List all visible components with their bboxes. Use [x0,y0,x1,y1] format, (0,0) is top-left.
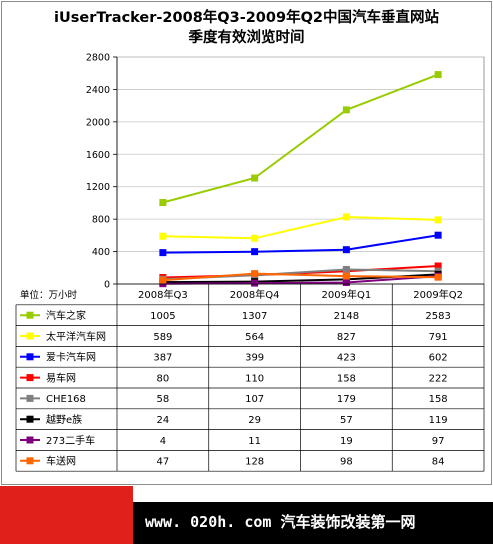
y-tick-label: 2400 [86,85,110,96]
y-tick-label: 2000 [86,117,110,128]
y-tick-label: 1200 [86,182,110,193]
footer-red-block [0,486,133,544]
footer-banner [133,502,493,544]
table-cell-value: 2148 [334,311,359,322]
legend-key-marker [26,311,34,319]
legend-key-marker [26,457,34,465]
y-tick-label: 2800 [86,53,110,64]
unit-label: 单位：万小时 [20,289,78,301]
x-tick-label: 2008年Q4 [230,288,280,301]
data-point [342,272,350,280]
series-line [162,234,439,254]
legend-key-marker [26,374,34,382]
chart-title: iUserTracker-2008年Q3-2009年Q2中国汽车垂直网站 季度有… [0,8,493,48]
data-point [342,213,350,221]
y-tick-label: 800 [92,215,110,226]
data-point [251,174,259,182]
table-cell-value: 4 [160,436,166,447]
table-cell-value: 179 [337,394,356,405]
table-cell-value: 222 [429,373,448,384]
table-cell-value: 1005 [150,311,175,322]
table-cell-value: 84 [432,457,445,468]
table-cell-value: 791 [429,332,448,343]
data-point [434,273,442,281]
table-cell-value: 423 [337,353,356,364]
table-cell-value: 2583 [425,311,450,322]
data-point [342,265,350,273]
table-cell-value: 98 [340,457,353,468]
axes: 0 400 800 1200 1600 2000 2400 2800 [86,53,118,291]
table-cell-value: 80 [157,373,170,384]
data-point [434,262,442,270]
table-cell-value: 11 [248,436,261,447]
chart-title-line2: 季度有效浏览时间 [188,30,305,46]
table-cell-value: 47 [157,457,170,468]
table-cell-value: 119 [429,415,448,426]
series-name: 爱卡汽车网 [46,351,96,364]
table-cell-value: 564 [245,332,264,343]
y-tick-label: 400 [92,247,110,258]
data-point [342,246,350,254]
x-tick-label: 2009年Q2 [413,288,463,301]
series-name: 车送网 [46,455,76,468]
series-name: CHE168 [46,394,86,405]
table-cell-value: 158 [429,394,448,405]
table-cell-value: 399 [245,353,264,364]
series-name: 汽车之家 [46,309,86,322]
series-name: 太平洋汽车网 [46,330,106,343]
series-name: 273二手车 [46,434,95,447]
series-line [162,215,439,240]
legend-key-marker [26,436,34,444]
table-cell-value: 589 [153,332,172,343]
data-point [342,106,350,114]
data-point [342,278,350,286]
y-tick-label: 0 [104,280,110,291]
series-line [162,272,439,282]
table-cell-value: 19 [340,436,353,447]
table-cell-value: 602 [429,353,448,364]
legend-key-marker [26,332,34,340]
data-point [159,276,167,284]
data-point [434,216,442,224]
data-table: 单位：万小时 2008年Q3 2008年Q4 2009年Q1 2009年Q2 汽车之家 10… [15,283,485,472]
data-point [251,279,259,287]
gridlines [116,56,485,285]
y-tick-label: 1600 [86,150,110,161]
series-line [162,275,439,285]
table-cell-value: 110 [245,373,264,384]
series-line [162,73,439,204]
data-point [159,199,167,207]
series-name: 越野e族 [46,413,82,426]
table-cell-value: 128 [245,457,264,468]
data-point [251,248,259,256]
line-chart: 0 400 800 1200 1600 2000 2400 2800 单位：万小时 2008年Q… [15,53,485,472]
chart-title-line1: iUserTracker-2008年Q3-2009年Q2中国汽车垂直网站 [53,10,439,26]
x-tick-label: 2009年Q1 [322,288,372,301]
legend-key-marker [26,353,34,361]
table-cell-value: 24 [157,415,170,426]
data-point [159,232,167,240]
legend-key-marker [26,394,34,402]
data-point [251,234,259,242]
table-cell-value: 107 [245,394,264,405]
series-lines [159,71,442,288]
table-cell-value: 58 [157,394,170,405]
table-cell-value: 158 [337,373,356,384]
table-cell-value: 1307 [242,311,267,322]
data-point [159,249,167,257]
table-cell-value: 387 [153,353,172,364]
series-name: 易车网 [46,371,76,384]
legend-key-marker [26,415,34,423]
data-point [434,231,442,239]
data-point [251,270,259,278]
table-cell-value: 97 [432,436,445,447]
table-cell-value: 29 [248,415,261,426]
data-point [434,71,442,79]
x-tick-label: 2008年Q3 [138,288,188,301]
chart-frame [1,1,492,485]
footer-site-text: www. 020h. com 汽车装饰改装第一网 [145,513,416,531]
table-cell-value: 827 [337,332,356,343]
table-cell-value: 57 [340,415,353,426]
